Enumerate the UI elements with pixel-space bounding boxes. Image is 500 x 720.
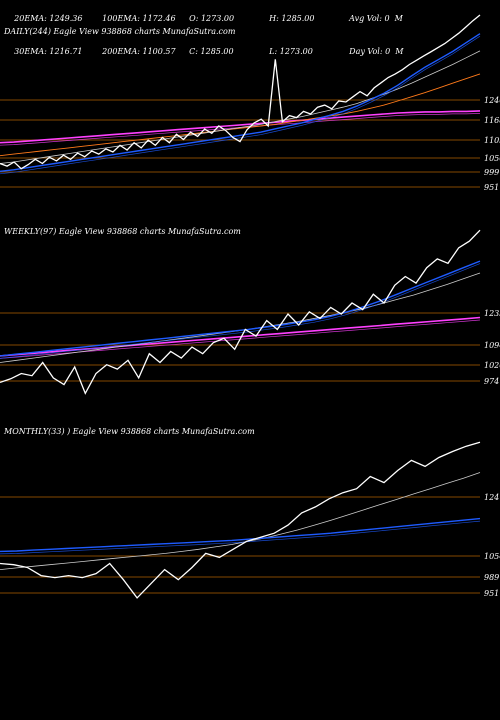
low-value: L: 1273.00 xyxy=(269,47,313,56)
indicator-row-2: 30EMA: 1216.71 200EMA: 1100.57 C: 1285.00 L… xyxy=(4,35,496,68)
ema-long-series-line xyxy=(0,316,481,357)
y-tick-label: 974 xyxy=(484,377,499,386)
price-series-line xyxy=(0,14,481,170)
y-tick-label: 1094 xyxy=(484,341,500,350)
ema200-value: 200EMA: 1100.57 xyxy=(102,47,176,56)
ema30-value: 30EMA: 1216.71 xyxy=(14,47,83,56)
panel-title: MONTHLY(33) ) Eagle View 938868 charts M… xyxy=(3,427,255,436)
y-tick-label: 951 xyxy=(484,183,499,192)
panel-title: WEEKLY(97) Eagle View 938868 charts Muna… xyxy=(4,227,241,236)
ema-short-band-line xyxy=(0,35,481,175)
ema-minor-series-line xyxy=(0,272,481,363)
ema-short-band-line xyxy=(0,263,481,359)
indicator-header: 20EMA: 1249.36 100EMA: 1172.46 O: 1273.00 H… xyxy=(4,2,496,68)
ema20-value: 20EMA: 1249.36 xyxy=(14,14,83,23)
avg-vol-value: Avg Vol: 0 M xyxy=(349,14,403,23)
indicator-row-1: 20EMA: 1249.36 100EMA: 1172.46 O: 1273.00 H… xyxy=(4,2,496,35)
ema-minor-series-line xyxy=(0,50,481,164)
close-value: C: 1285.00 xyxy=(189,47,234,56)
high-value: H: 1285.00 xyxy=(269,14,315,23)
y-tick-label: 999 xyxy=(484,168,499,177)
ema-short-series-line xyxy=(0,33,481,172)
y-tick-label: 1233 xyxy=(484,309,500,318)
price-series-line xyxy=(0,441,481,599)
y-tick-label: 1240 xyxy=(484,96,500,105)
y-tick-label: 951 xyxy=(484,589,499,598)
ema-short-series-line xyxy=(0,260,481,357)
ema100-value: 100EMA: 1172.46 xyxy=(102,14,176,23)
ema-short-band-line xyxy=(0,520,481,555)
panel-title: DAILY(244) Eagle View 938868 charts Muna… xyxy=(3,27,236,36)
open-value: O: 1273.00 xyxy=(189,14,235,23)
y-tick-label: 1247 xyxy=(484,493,500,502)
y-tick-label: 1105 xyxy=(484,136,500,145)
y-tick-label: 1050 xyxy=(484,154,500,163)
day-vol-value: Day Vol: 0 M xyxy=(349,47,404,56)
ema-orange-series-line xyxy=(0,73,481,157)
y-tick-label: 989 xyxy=(484,573,499,582)
price-series-line xyxy=(0,229,481,395)
y-tick-label: 1168 xyxy=(484,116,500,125)
y-tick-label: 1054 xyxy=(484,552,500,561)
y-tick-label: 1026 xyxy=(484,361,500,370)
ema-short-series-line xyxy=(0,517,481,553)
ema-minor-series-line xyxy=(0,472,481,570)
ema-long-series-line xyxy=(0,110,481,144)
